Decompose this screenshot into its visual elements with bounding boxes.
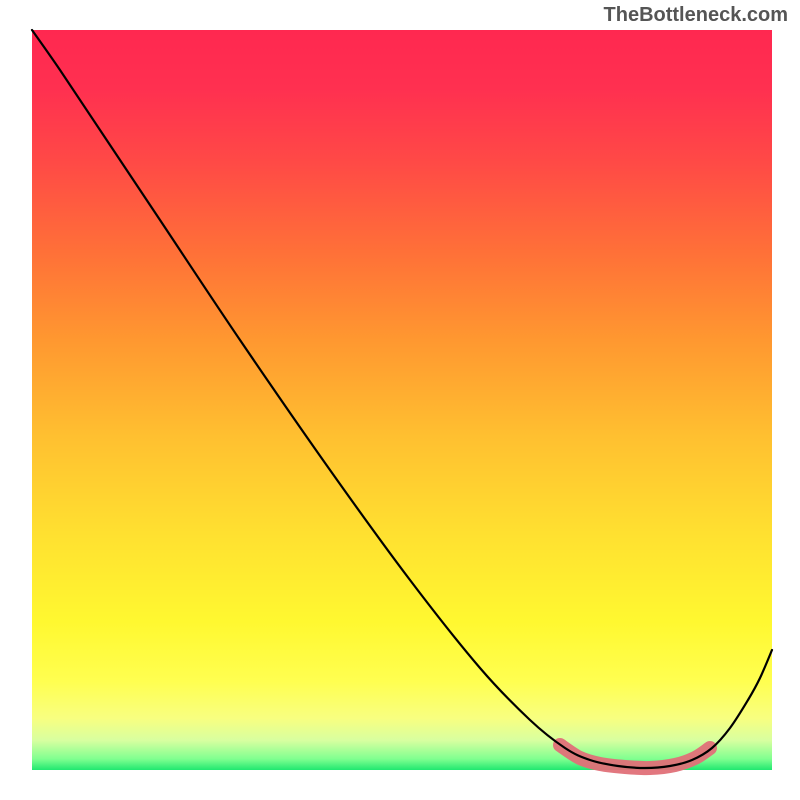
chart-svg [0,0,800,800]
plot-background [32,30,772,770]
watermark-text: TheBottleneck.com [604,4,788,27]
bottleneck-chart: TheBottleneck.com [0,0,800,800]
